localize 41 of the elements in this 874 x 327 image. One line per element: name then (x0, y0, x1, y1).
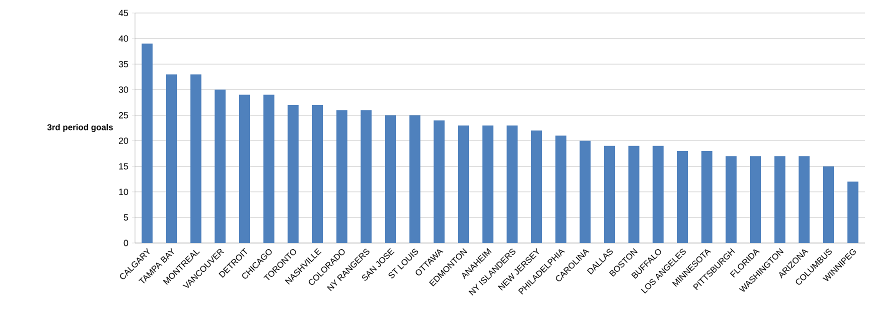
bar (239, 94, 250, 243)
y-tick-label: 20 (118, 138, 128, 144)
y-tick-label: 40 (118, 35, 128, 42)
bar (726, 156, 737, 243)
bar (677, 151, 688, 243)
bar (166, 74, 178, 243)
bar (482, 125, 494, 243)
bar (652, 146, 664, 243)
bar (360, 110, 372, 243)
bar (263, 94, 274, 243)
bar (604, 146, 616, 243)
bar (214, 90, 226, 243)
bar (385, 115, 396, 243)
y-tick-label: 45 (118, 10, 128, 16)
bar (142, 44, 153, 243)
bar (190, 74, 202, 243)
bar (434, 120, 445, 243)
y-tick-label: 15 (119, 163, 128, 170)
y-tick-label: 10 (119, 188, 128, 196)
bar (628, 146, 640, 243)
bar (580, 140, 591, 243)
bar (409, 115, 420, 243)
bar (555, 136, 566, 243)
bar (312, 105, 324, 243)
y-tick-label: 30 (118, 86, 128, 93)
bar (774, 156, 786, 243)
bar (288, 105, 299, 243)
y-tick-label: 35 (118, 60, 128, 68)
y-tick-label: 0 (124, 240, 128, 246)
bar (847, 182, 858, 243)
bar (823, 166, 834, 243)
bar (798, 156, 810, 243)
y-tick-label: 25 (118, 112, 128, 118)
y-axis-title: 3rd period goals (47, 124, 113, 132)
bar (336, 110, 348, 243)
bar (701, 151, 712, 243)
bar (458, 125, 470, 243)
bar (531, 130, 542, 243)
y-tick-label: 5 (124, 214, 128, 221)
bar (750, 156, 762, 243)
bar (506, 125, 518, 243)
